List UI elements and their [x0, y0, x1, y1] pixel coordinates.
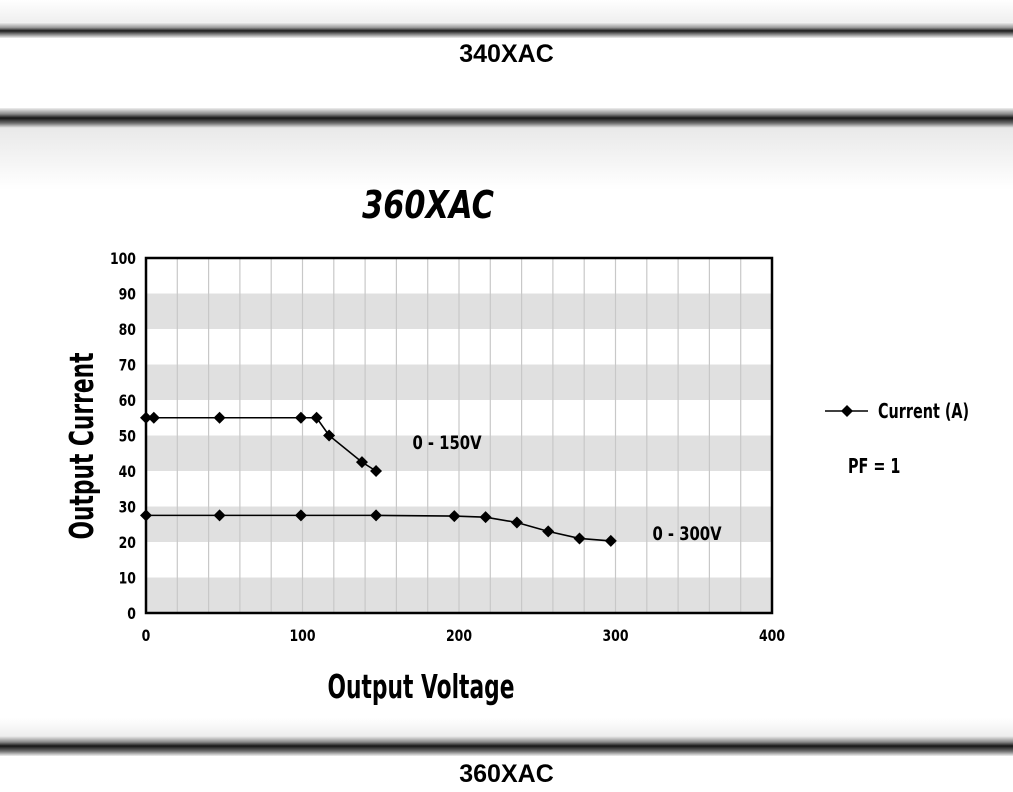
data-point-marker [370, 509, 383, 522]
x-tick-label: 100 [289, 628, 315, 646]
y-tick-label: 0 [127, 606, 136, 624]
header-model-title: 340XAC [459, 40, 554, 68]
y-tick-label: 50 [119, 428, 136, 446]
y-tick-label: 60 [119, 393, 136, 411]
data-point-marker [140, 509, 152, 522]
y-tick-label: 30 [119, 499, 136, 517]
power-factor-note: PF = 1 [848, 456, 900, 479]
plot-frame [144, 256, 774, 615]
data-point-marker [294, 411, 307, 424]
data-point-marker [370, 465, 383, 477]
middle-band [0, 128, 1013, 190]
data-point-marker [213, 509, 226, 522]
footer-model-title: 360XAC [459, 760, 554, 788]
y-tick-label: 100 [110, 251, 136, 269]
data-point-marker [323, 429, 336, 442]
chart-title: 360XAC [362, 184, 494, 228]
series-annotation: 0 - 300V [652, 523, 722, 545]
data-point-marker [510, 516, 523, 529]
x-tick-label: 0 [142, 628, 151, 646]
series-line [146, 514, 611, 542]
data-point-marker [448, 510, 461, 523]
y-tick-label: 90 [119, 286, 136, 304]
top-divider [0, 22, 1013, 38]
x-tick-label: 400 [759, 628, 785, 646]
data-point-marker [310, 411, 323, 424]
legend-label: Current (A) [878, 401, 969, 424]
middle-divider [0, 108, 1013, 128]
y-axis-label: Output Current [62, 352, 101, 539]
data-point-marker [294, 509, 307, 522]
data-point-marker [147, 411, 160, 424]
y-tick-label: 20 [119, 535, 136, 553]
bottom-divider [0, 736, 1013, 756]
y-tick-label: 80 [119, 322, 136, 340]
lower-band [0, 718, 1013, 738]
data-point-marker [573, 532, 586, 545]
data-point-marker [140, 411, 152, 424]
legend-marker [841, 405, 853, 417]
y-tick-label: 10 [119, 570, 136, 588]
data-point-marker [542, 525, 555, 538]
series-annotation: 0 - 150V [412, 432, 482, 454]
y-tick-label: 70 [119, 357, 136, 375]
data-point-marker [604, 534, 617, 547]
y-tick-label: 40 [119, 464, 136, 482]
data-point-marker [213, 411, 226, 424]
data-point-marker [479, 511, 492, 524]
x-tick-label: 200 [446, 628, 472, 646]
data-point-marker [355, 456, 368, 469]
x-tick-label: 300 [602, 628, 628, 646]
series-line [146, 416, 377, 472]
x-axis-label: Output Voltage [328, 667, 515, 706]
